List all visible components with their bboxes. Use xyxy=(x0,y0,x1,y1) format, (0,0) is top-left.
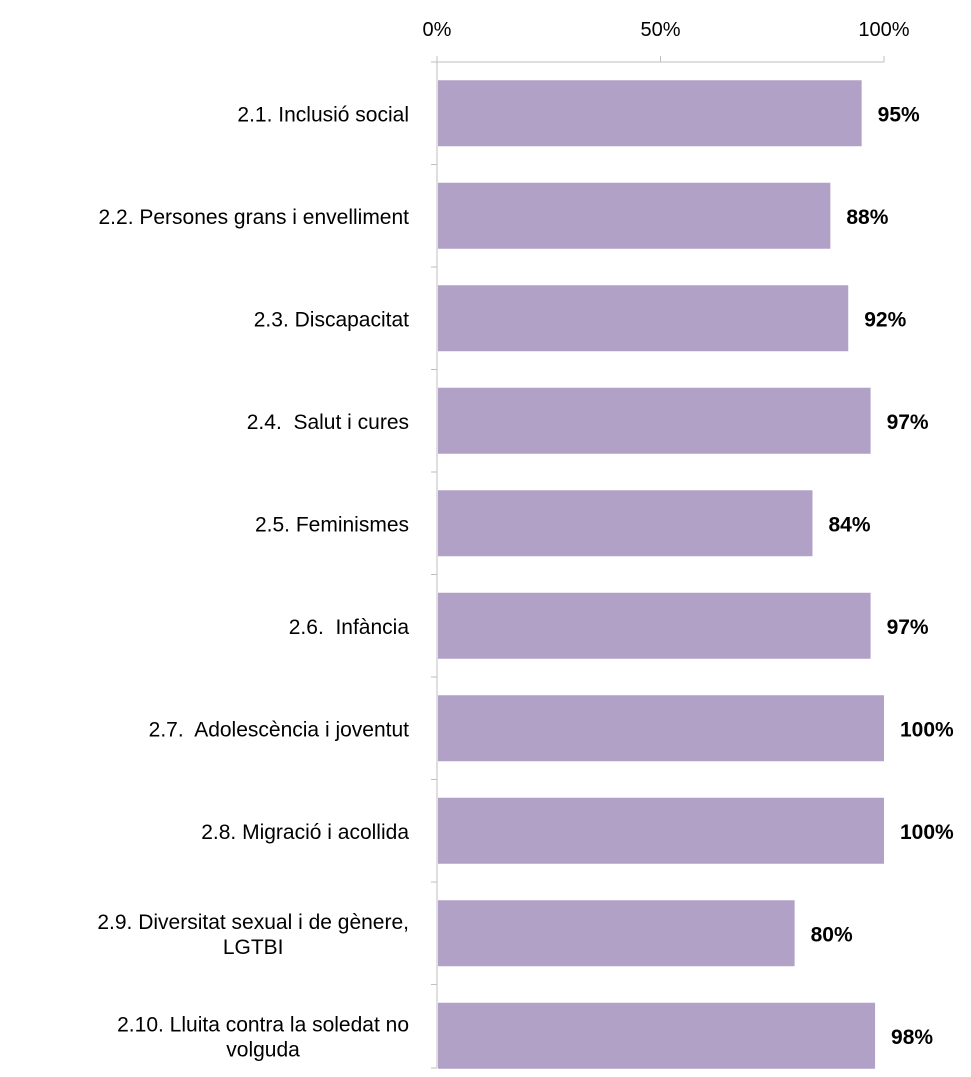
category-label-line: 2.2. Persones grans i envelliment xyxy=(99,206,410,229)
data-label: 100% xyxy=(900,718,954,741)
data-label: 88% xyxy=(846,206,888,229)
category-label-line: 2.1. Inclusió social xyxy=(237,103,409,126)
category-label-line: LGTBI xyxy=(223,936,284,959)
category-label-line: 2.4. Salut i cures xyxy=(247,411,409,434)
category-label-line: 2.7. Adolescència i joventut xyxy=(149,718,410,741)
bar xyxy=(438,900,795,967)
category-label: 2.7. Adolescència i joventut xyxy=(149,718,410,741)
category-label: 2.9. Diversitat sexual i de gènere, LGTBI xyxy=(97,911,409,959)
category-label-line: 2.6. Infància xyxy=(289,616,410,639)
category-label: 2.4. Salut i cures xyxy=(247,411,409,434)
bar xyxy=(438,1002,876,1069)
bar xyxy=(438,797,884,864)
x-tick-label: 0% xyxy=(423,19,452,41)
data-label: 92% xyxy=(864,308,906,331)
bar xyxy=(438,387,871,454)
x-tick-label: 100% xyxy=(858,19,909,41)
category-label: 2.2. Persones grans i envelliment xyxy=(99,206,410,229)
bar xyxy=(438,490,813,557)
category-label: 2.3. Discapacitat xyxy=(254,308,409,331)
bar xyxy=(438,285,849,352)
bar xyxy=(438,80,862,147)
data-label: 98% xyxy=(891,1026,933,1049)
data-label: 97% xyxy=(887,411,929,434)
bar xyxy=(438,695,884,762)
category-label: 2.1. Inclusió social xyxy=(237,103,409,126)
category-label-line: 2.10. Lluita contra la soledat no xyxy=(117,1013,409,1036)
data-label: 95% xyxy=(878,103,920,126)
x-tick-label: 50% xyxy=(640,19,680,41)
data-label: 84% xyxy=(828,513,870,536)
data-label: 97% xyxy=(887,616,929,639)
bar xyxy=(438,592,871,659)
category-label-line: 2.8. Migració i acollida xyxy=(201,821,409,844)
category-label-line: 2.9. Diversitat sexual i de gènere, xyxy=(97,911,409,934)
bar xyxy=(438,182,831,249)
data-label: 80% xyxy=(811,923,853,946)
category-label-line: 2.3. Discapacitat xyxy=(254,308,409,331)
category-label: 2.10. Lluita contra la soledat no volguda xyxy=(117,1013,409,1061)
category-label: 2.6. Infància xyxy=(289,616,410,639)
category-label-line: 2.5. Feminismes xyxy=(255,513,409,536)
data-label: 100% xyxy=(900,821,954,844)
category-label: 2.5. Feminismes xyxy=(255,513,409,536)
category-label-line: volguda xyxy=(226,1038,300,1061)
category-label: 2.8. Migració i acollida xyxy=(201,821,409,844)
